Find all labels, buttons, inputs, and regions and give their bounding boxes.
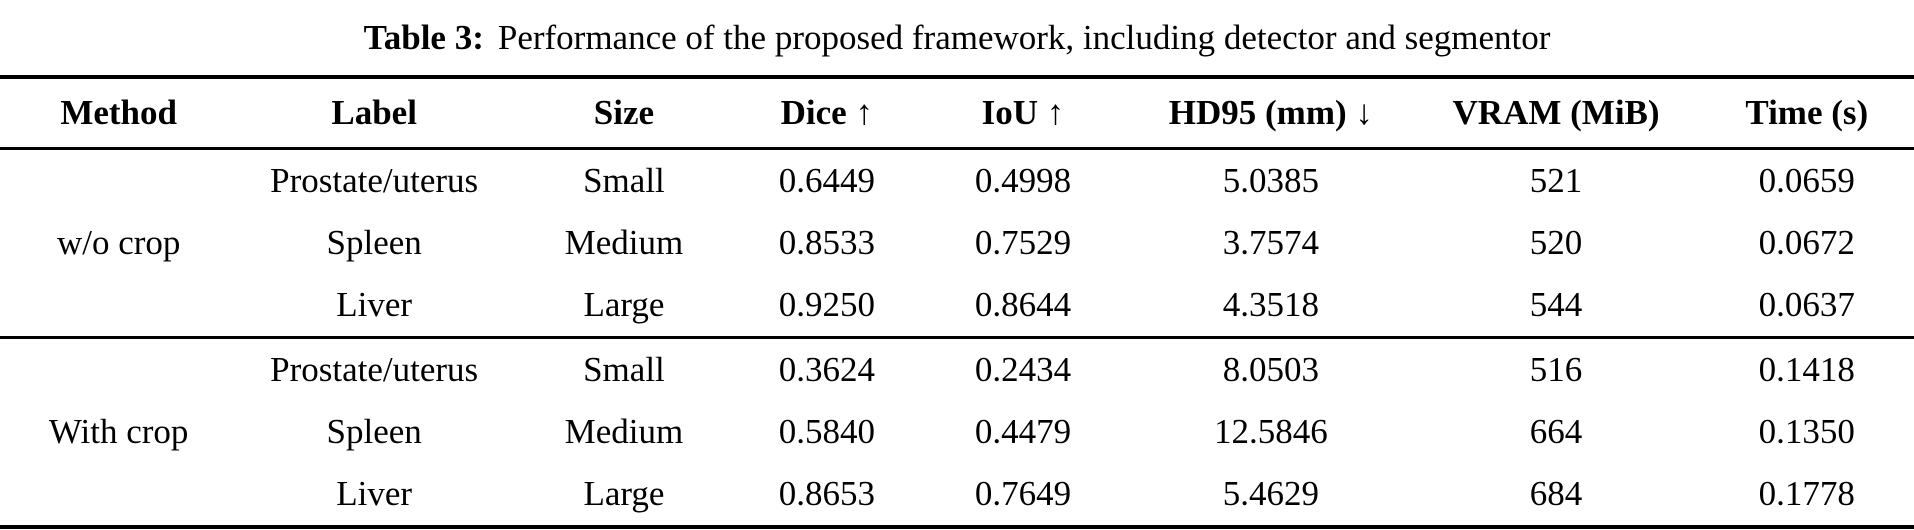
results-table: Method Label Size Dice ↑ IoU ↑ HD95 (mm)… bbox=[0, 75, 1914, 529]
cell-hd95: 8.0503 bbox=[1222, 350, 1319, 389]
caption-label: Table 3: bbox=[363, 17, 484, 57]
cell-label: Spleen bbox=[326, 223, 422, 262]
cell-vram: 516 bbox=[1529, 350, 1583, 389]
cell-iou: 0.4998 bbox=[974, 161, 1072, 200]
table-row: Liver Large 0.8653 0.7649 5.4629 684 0.1… bbox=[0, 463, 1914, 527]
cell-hd95: 5.4629 bbox=[1222, 474, 1319, 513]
cell-size: Small bbox=[583, 350, 665, 389]
cell-time: 0.0659 bbox=[1758, 161, 1855, 200]
cell-vram: 521 bbox=[1529, 161, 1583, 200]
cell-dice: 0.5840 bbox=[778, 412, 875, 451]
table-row: w/o crop Prostate/uterus Small 0.6449 0.… bbox=[0, 149, 1914, 262]
table-row: With crop Prostate/uterus Small 0.3624 0… bbox=[0, 338, 1914, 451]
cell-time: 0.1778 bbox=[1758, 474, 1855, 513]
group-wo-crop: w/o crop Prostate/uterus Small 0.6449 0.… bbox=[0, 149, 1914, 338]
group-with-crop: With crop Prostate/uterus Small 0.3624 0… bbox=[0, 338, 1914, 527]
cell-label: Prostate/uterus bbox=[270, 350, 479, 389]
cell-size: Large bbox=[583, 285, 665, 324]
cell-iou: 0.7529 bbox=[974, 223, 1072, 262]
cell-size: Small bbox=[583, 161, 665, 200]
cell-size: Large bbox=[583, 474, 665, 513]
cell-dice: 0.3624 bbox=[778, 350, 875, 389]
table-header: Method Label Size Dice ↑ IoU ↑ HD95 (mm)… bbox=[0, 77, 1914, 149]
col-header-method: Method bbox=[60, 93, 177, 132]
col-header-iou: IoU ↑ bbox=[981, 93, 1065, 132]
col-header-dice: Dice ↑ bbox=[780, 93, 873, 132]
cell-iou: 0.8644 bbox=[974, 285, 1072, 324]
cell-label: Liver bbox=[336, 285, 413, 324]
cell-dice: 0.9250 bbox=[778, 285, 875, 324]
table-caption: Table 3: Performance of the proposed fra… bbox=[0, 0, 1914, 75]
cell-dice: 0.8653 bbox=[778, 474, 875, 513]
method-cell: w/o crop bbox=[56, 223, 181, 262]
header-row: Method Label Size Dice ↑ IoU ↑ HD95 (mm)… bbox=[0, 77, 1914, 149]
cell-hd95: 12.5846 bbox=[1213, 412, 1328, 451]
cell-iou: 0.4479 bbox=[974, 412, 1072, 451]
caption-text: Performance of the proposed framework, i… bbox=[497, 17, 1551, 57]
cell-dice: 0.8533 bbox=[778, 223, 875, 262]
cell-size: Medium bbox=[564, 412, 684, 451]
cell-iou: 0.2434 bbox=[974, 350, 1072, 389]
cell-label: Spleen bbox=[326, 412, 422, 451]
cell-time: 0.0672 bbox=[1758, 223, 1855, 262]
table-row: Spleen Medium 0.8533 0.7529 3.7574 520 0… bbox=[0, 212, 1914, 274]
cell-time: 0.1418 bbox=[1758, 350, 1855, 389]
cell-size: Medium bbox=[564, 223, 684, 262]
cell-hd95: 5.0385 bbox=[1222, 161, 1319, 200]
col-header-hd95: HD95 (mm) ↓ bbox=[1168, 93, 1373, 132]
cell-label: Liver bbox=[336, 474, 413, 513]
cell-vram: 664 bbox=[1529, 412, 1583, 451]
cell-vram: 684 bbox=[1529, 474, 1583, 513]
table-row: Liver Large 0.9250 0.8644 4.3518 544 0.0… bbox=[0, 274, 1914, 338]
method-cell: With crop bbox=[48, 412, 189, 451]
cell-vram: 520 bbox=[1529, 223, 1583, 262]
cell-hd95: 4.3518 bbox=[1222, 285, 1319, 324]
cell-vram: 544 bbox=[1529, 285, 1583, 324]
cell-iou: 0.7649 bbox=[974, 474, 1072, 513]
col-header-size: Size bbox=[593, 93, 655, 132]
col-header-label: Label bbox=[331, 93, 417, 132]
cell-hd95: 3.7574 bbox=[1222, 223, 1319, 262]
cell-time: 0.1350 bbox=[1758, 412, 1855, 451]
cell-label: Prostate/uterus bbox=[270, 161, 479, 200]
col-header-time: Time (s) bbox=[1745, 93, 1869, 132]
col-header-vram: VRAM (MiB) bbox=[1452, 93, 1660, 132]
table-row: Spleen Medium 0.5840 0.4479 12.5846 664 … bbox=[0, 401, 1914, 463]
cell-dice: 0.6449 bbox=[778, 161, 875, 200]
cell-time: 0.0637 bbox=[1758, 285, 1855, 324]
